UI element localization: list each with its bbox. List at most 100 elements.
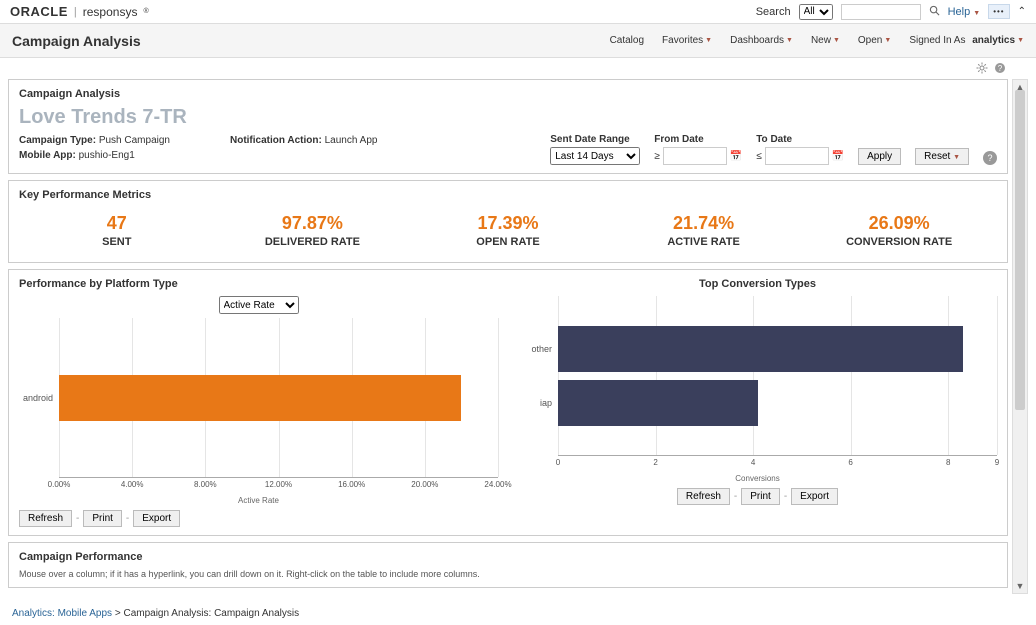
chart-bar [558,380,758,426]
x-tick-label: 12.00% [265,480,292,489]
print-button[interactable]: Print [83,510,122,527]
campaign-section-label: Campaign Analysis [19,88,997,100]
metric-label: SENT [19,236,215,248]
export-button[interactable]: Export [133,510,180,527]
y-category-label: android [23,393,53,403]
metric-label: ACTIVE RATE [606,236,802,248]
chart-right-plot: 024689otheriap [558,296,997,456]
content-wrap: Campaign Analysis Love Trends 7-TR Campa… [0,79,1036,602]
print-button[interactable]: Print [741,488,780,505]
metric-item: 26.09% CONVERSION RATE [801,213,997,248]
help-icon[interactable]: ? [983,151,997,165]
nav-catalog[interactable]: Catalog [610,35,644,46]
export-button[interactable]: Export [791,488,838,505]
metric-label: DELIVERED RATE [215,236,411,248]
x-tick-label: 2 [653,458,657,467]
reset-button[interactable]: Reset ▼ [915,148,969,165]
page-title: Campaign Analysis [12,33,141,49]
config-row: ? [0,58,1036,79]
sub-header: Campaign Analysis Catalog Favorites ▼ Da… [0,24,1036,58]
search-input[interactable] [841,4,921,20]
mobile-app-label: Mobile App: [19,150,76,161]
search-scope-select[interactable]: All [799,4,833,20]
apply-button[interactable]: Apply [858,148,901,165]
chart-metric-select[interactable]: Active Rate [219,296,299,314]
chart-right-axis-label: Conversions [518,474,997,483]
to-lte-icon: ≤ [756,151,762,162]
collapse-icon[interactable]: ⌃ [1018,6,1026,17]
breadcrumb: Analytics: Mobile Apps > Campaign Analys… [0,602,1036,625]
to-date-input[interactable] [765,147,829,165]
x-tick-label: 8.00% [194,480,217,489]
chart-bar [558,326,963,372]
metric-value: 17.39% [410,213,606,234]
x-tick-label: 4 [751,458,755,467]
refresh-button[interactable]: Refresh [19,510,72,527]
metric-value: 47 [19,213,215,234]
nav-signed-in: Signed In As analytics ▼ [909,35,1024,46]
x-tick-label: 0 [556,458,560,467]
chart-right-actions: Refresh- Print- Export [518,488,997,505]
brand: ORACLE | responsys ® [10,4,149,19]
metrics-row: 47SENT97.87%DELIVERED RATE17.39%OPEN RAT… [19,207,997,254]
metric-item: 47 SENT [19,213,215,248]
chart-bar [59,375,461,421]
from-date-input[interactable] [663,147,727,165]
scroll-thumb[interactable] [1015,90,1025,410]
nav-favorites[interactable]: Favorites ▼ [662,35,712,46]
brand-responsys: responsys [83,5,138,19]
svg-text:?: ? [998,64,1003,73]
date-range-select[interactable]: Last 14 Days [550,147,640,165]
campaign-type-label: Campaign Type: [19,135,96,146]
x-tick-label: 0.00% [48,480,71,489]
y-category-label: other [531,344,552,354]
scroll-down-icon[interactable]: ▼ [1016,581,1025,591]
chart-left-actions: Refresh- Print- Export [19,510,498,527]
metric-label: CONVERSION RATE [801,236,997,248]
x-tick-label: 4.00% [121,480,144,489]
perf-section-title: Campaign Performance [19,551,997,563]
calendar-icon[interactable]: 📅 [730,151,742,162]
chart-left-title: Performance by Platform Type [19,278,498,290]
grid-line [558,296,559,455]
nav-items: Catalog Favorites ▼ Dashboards ▼ New ▼ O… [610,35,1024,46]
notif-action-value: Launch App [325,135,378,146]
notif-action-label: Notification Action: [230,135,322,146]
search-icon[interactable] [929,5,940,19]
nav-new[interactable]: New ▼ [811,35,840,46]
metrics-section-label: Key Performance Metrics [19,189,997,201]
grid-line [997,296,998,455]
campaign-type-value: Push Campaign [99,135,170,146]
to-date-label: To Date [756,134,844,145]
gear-icon[interactable] [976,62,988,77]
grid-line [498,318,499,477]
chart-left-panel: Performance by Platform Type Active Rate… [19,278,498,527]
calendar-icon[interactable]: 📅 [832,151,844,162]
campaign-performance-card: Campaign Performance Mouse over a column… [8,542,1008,588]
nav-dashboards[interactable]: Dashboards ▼ [730,35,793,46]
mobile-app-value: pushio-Eng1 [79,150,135,161]
vertical-scrollbar[interactable]: ▲ ▼ [1012,79,1028,594]
x-tick-label: 16.00% [338,480,365,489]
metric-value: 26.09% [801,213,997,234]
breadcrumb-sep: > [115,608,124,619]
metric-label: OPEN RATE [410,236,606,248]
help-link[interactable]: Help ▼ [948,6,981,18]
content: Campaign Analysis Love Trends 7-TR Campa… [8,79,1008,594]
grid-line [948,296,949,455]
top-right-controls: Search All Help ▼ ••• ⌃ [756,4,1026,20]
nav-open[interactable]: Open ▼ [858,35,891,46]
x-tick-label: 24.00% [484,480,511,489]
grid-line [851,296,852,455]
charts-card: Performance by Platform Type Active Rate… [8,269,1008,536]
breadcrumb-root[interactable]: Analytics: Mobile Apps [12,608,112,619]
trademark-icon: ® [143,8,148,15]
perf-section-note: Mouse over a column; if it has a hyperli… [19,569,997,579]
grid-line [753,296,754,455]
x-tick-label: 8 [946,458,950,467]
more-menu-icon[interactable]: ••• [988,4,1009,19]
from-date-label: From Date [654,134,742,145]
campaign-info-card: Campaign Analysis Love Trends 7-TR Campa… [8,79,1008,174]
help-icon[interactable]: ? [994,62,1006,77]
refresh-button[interactable]: Refresh [677,488,730,505]
